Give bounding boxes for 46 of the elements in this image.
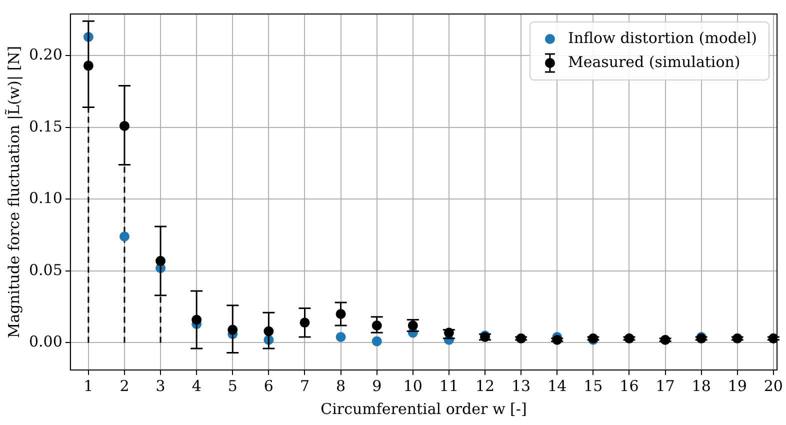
- x-tick-label: 13: [512, 376, 531, 395]
- point: [119, 232, 130, 242]
- x-tick-label: 15: [584, 376, 603, 395]
- point: [228, 324, 238, 335]
- y-tick-label: 0.15: [28, 117, 62, 136]
- x-tick-label: 4: [192, 376, 202, 395]
- point: [732, 333, 742, 344]
- point: [336, 309, 346, 320]
- point: [192, 314, 202, 325]
- x-tick-label: 20: [764, 376, 783, 395]
- point: [119, 120, 130, 131]
- x-tick-label: 8: [336, 376, 346, 395]
- x-axis-title: Circumferential order w [-]: [320, 400, 527, 418]
- x-tick-label: 14: [548, 376, 567, 395]
- legend-label: Inflow distortion (model): [568, 28, 758, 47]
- x-tick-label: 18: [692, 376, 711, 395]
- x-tick-label: 7: [300, 376, 310, 395]
- legend-label: Measured (simulation): [568, 52, 740, 71]
- x-tick-label: 11: [439, 376, 458, 395]
- point: [264, 326, 274, 336]
- x-tick-label: 6: [264, 376, 274, 395]
- x-tick-label: 9: [372, 376, 382, 395]
- x-tick-label: 3: [156, 376, 166, 395]
- y-tick-label: 0.05: [28, 260, 62, 279]
- x-tick-label: 16: [620, 376, 639, 395]
- y-tick-label: 0.00: [28, 332, 62, 351]
- x-tick-label: 12: [475, 376, 495, 395]
- point: [372, 320, 382, 330]
- x-tick-label: 17: [656, 376, 675, 395]
- point: [300, 318, 310, 328]
- x-tick-label: 5: [228, 376, 238, 395]
- x-tick-label: 10: [403, 376, 422, 395]
- point: [156, 256, 166, 266]
- point: [516, 333, 526, 344]
- point: [372, 336, 382, 346]
- y-tick-label: 0.20: [28, 46, 62, 64]
- y-tick-label: 0.10: [28, 189, 62, 208]
- y-axis-title: Magnitude force fluctuation |L̃(w)| [N]: [4, 46, 23, 338]
- x-tick-label: 1: [84, 376, 94, 395]
- point: [552, 334, 562, 345]
- x-tick-label: 19: [728, 376, 747, 395]
- point: [83, 60, 94, 71]
- point: [336, 332, 346, 342]
- point: [624, 333, 634, 344]
- x-tick-label: 2: [120, 376, 130, 395]
- point: [660, 334, 670, 345]
